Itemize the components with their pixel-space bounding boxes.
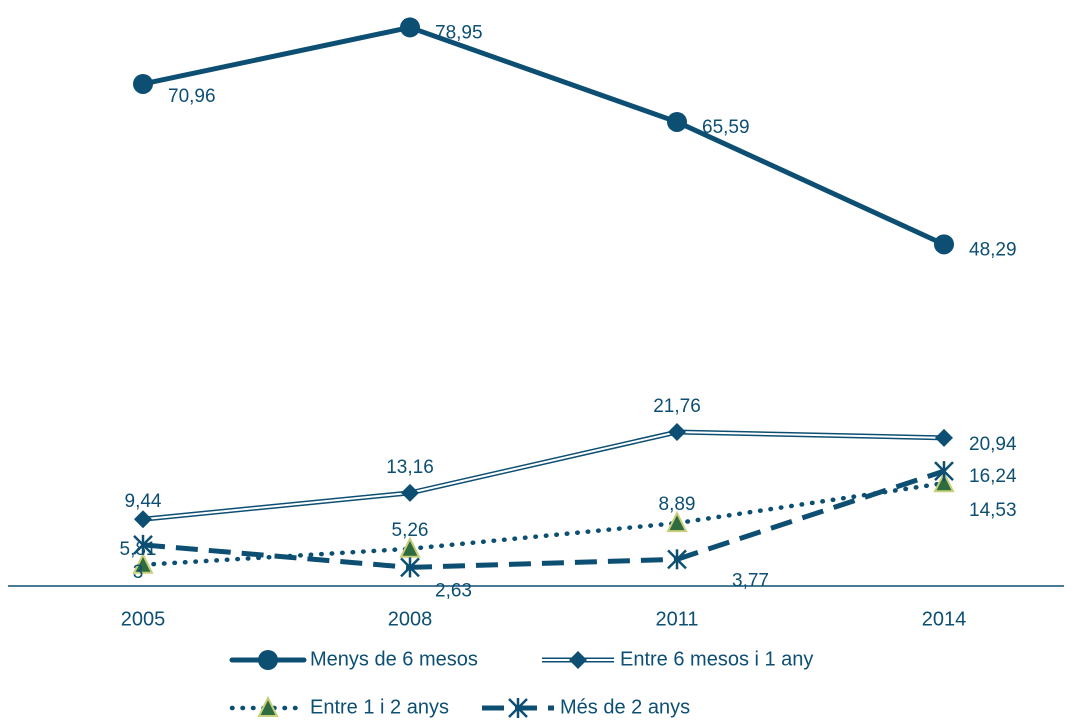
series-layer: [132, 17, 955, 578]
legend-item: Entre 1 i 2 anys: [229, 695, 449, 718]
x-tick-label: 2014: [922, 608, 967, 630]
legend-label: Més de 2 anys: [560, 696, 690, 718]
series-1-segment: [674, 119, 947, 247]
data-label: 3: [133, 562, 144, 583]
series-3-point: [933, 470, 955, 493]
series-2-point: [935, 428, 953, 447]
series-1-segment: [140, 24, 413, 87]
data-label: 21,76: [653, 396, 701, 417]
x-tick-label: 2005: [121, 608, 166, 630]
data-label: 70,96: [168, 86, 216, 107]
legend-swatch-marker: [569, 651, 587, 669]
data-label: 13,16: [386, 457, 434, 478]
data-label: 78,95: [435, 22, 483, 43]
x-tick-labels: 2005 2008 2011 2014: [121, 608, 967, 630]
series-3-segment: [407, 520, 680, 552]
series-1-segment: [407, 24, 680, 125]
series-1-point: [934, 234, 954, 255]
series-3: [132, 470, 955, 574]
data-label: 5,26: [392, 520, 429, 541]
data-label: 20,94: [969, 434, 1017, 455]
legend-label: Entre 6 mesos i 1 any: [620, 648, 813, 670]
series-4: [133, 461, 954, 578]
data-label: 14,53: [969, 500, 1017, 521]
series-3-segment: [140, 546, 413, 568]
legend-swatch-marker: [257, 695, 279, 717]
legend-item: Entre 6 mesos i 1 any: [542, 648, 813, 670]
series-4-segment: [409, 556, 678, 570]
x-tick-label: 2011: [655, 608, 698, 630]
series-2-point: [668, 423, 686, 442]
series-2-segment-inner: [409, 431, 678, 494]
data-label: 65,59: [702, 117, 750, 138]
legend-label: Entre 1 i 2 anys: [310, 696, 449, 718]
series-2-segment-inner: [676, 431, 945, 439]
series-4-point: [400, 557, 420, 578]
series-2-segment-inner: [142, 491, 411, 521]
data-label: 2,63: [435, 580, 472, 601]
series-3-segment: [674, 480, 947, 526]
data-label: 3,77: [732, 570, 769, 591]
series-4-segment: [142, 542, 411, 570]
series-3-point: [399, 536, 421, 558]
series-1-point: [667, 111, 687, 132]
data-label: 9,44: [125, 491, 162, 512]
series-2: [134, 423, 953, 529]
data-label: 8,89: [659, 494, 696, 515]
legend-item: Més de 2 anys: [482, 696, 690, 718]
series-1-point: [133, 73, 153, 94]
series-4-segment: [676, 468, 945, 562]
series-1: [133, 17, 954, 255]
x-tick-label: 2008: [388, 608, 433, 630]
series-3-point: [666, 510, 688, 533]
legend-swatch-marker: [508, 698, 528, 718]
data-label-layer: 70,96 78,95 65,59 48,29 9,44 13,16 21,76 20,94 3…: [120, 22, 1017, 601]
series-4-point: [667, 549, 687, 570]
series-3-point: [132, 552, 154, 574]
legend: Menys de 6 mesos Entre 6 mesos i 1 any Ent…: [229, 648, 813, 718]
data-label: 16,24: [969, 466, 1017, 487]
series-4-point: [934, 461, 954, 482]
legend-item: Menys de 6 mesos: [229, 648, 478, 670]
data-label: 48,29: [969, 239, 1017, 260]
legend-swatch-marker: [258, 650, 278, 670]
series-2-point: [134, 510, 152, 529]
series-4-point: [133, 534, 153, 555]
series-2-point: [401, 483, 419, 502]
legend-label: Menys de 6 mesos: [310, 648, 478, 670]
series-1-point: [400, 17, 420, 38]
data-label: 5,81: [120, 539, 157, 560]
